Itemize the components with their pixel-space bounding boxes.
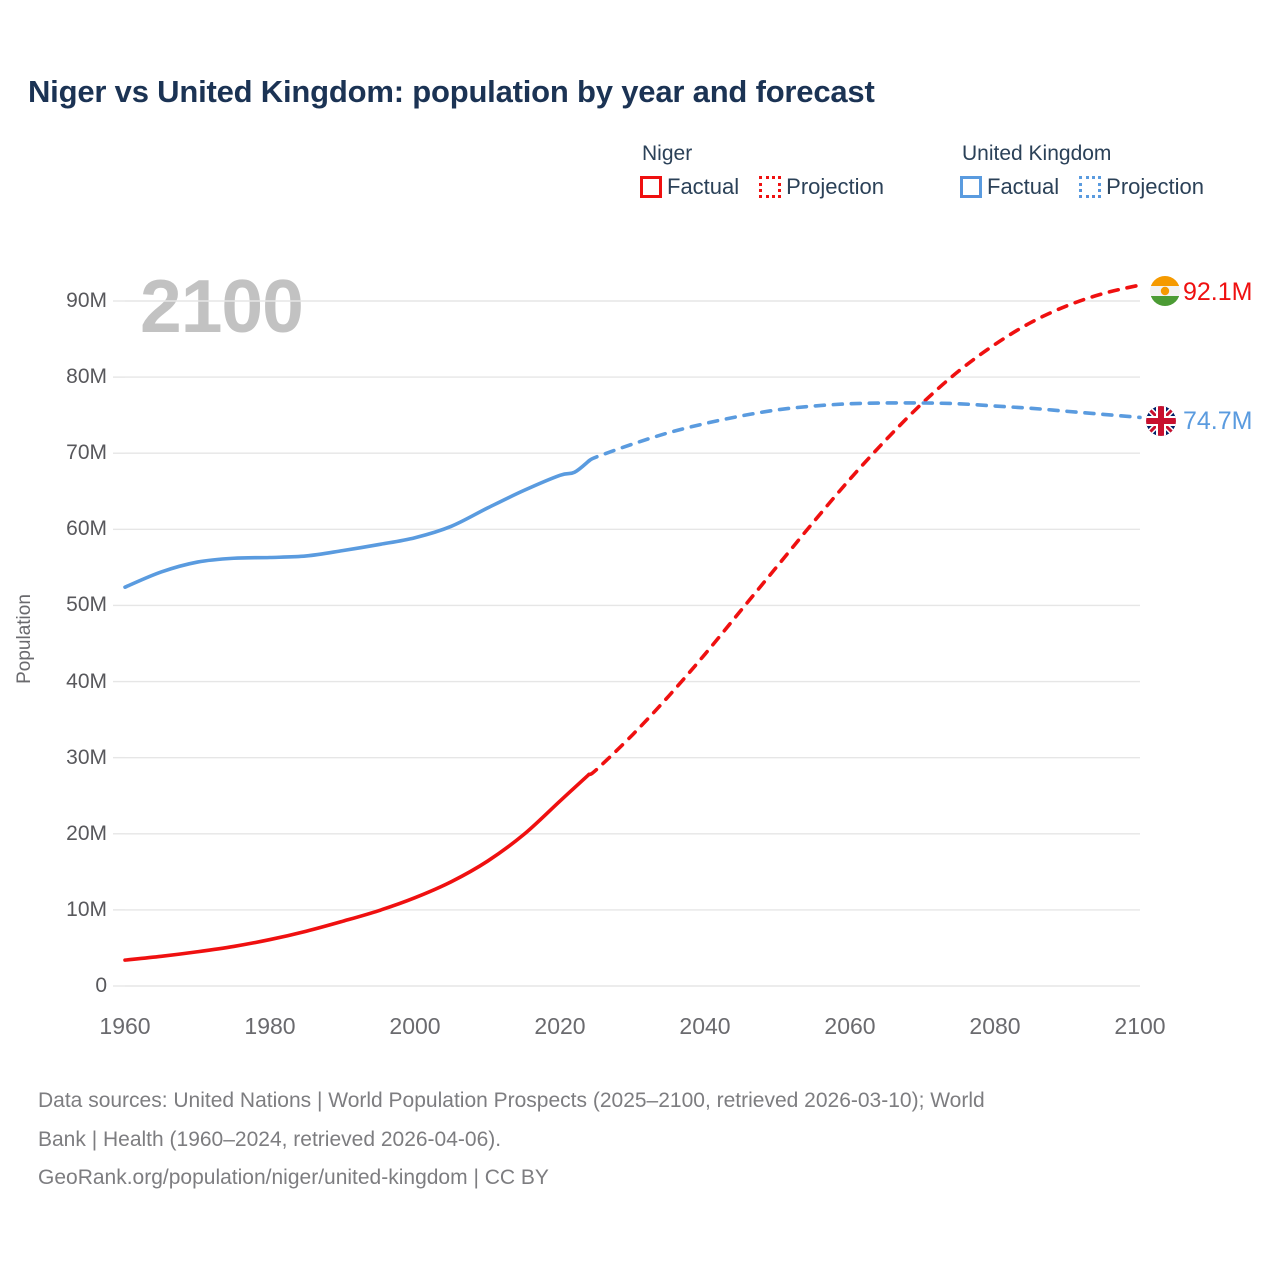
x-axis-tick-label: 1980 bbox=[244, 1013, 296, 1039]
y-axis-title: Population bbox=[14, 594, 35, 684]
y-axis-tick-label: 90M bbox=[66, 289, 107, 312]
legend-item-niger-projection[interactable]: Projection bbox=[759, 174, 884, 200]
legend-label-uk-factual: Factual bbox=[987, 174, 1060, 199]
legend-swatch-dotted-icon bbox=[759, 176, 782, 198]
series-lines bbox=[123, 283, 1142, 962]
year-watermark: 2100 bbox=[140, 264, 304, 348]
legend-label-uk-projection: Projection bbox=[1106, 174, 1204, 199]
x-axis-tick-label: 2020 bbox=[534, 1013, 586, 1039]
united-kingdom-end-value: 74.7M bbox=[1183, 407, 1253, 435]
legend-swatch-solid-icon bbox=[960, 176, 982, 198]
legend-swatch-dotted-icon bbox=[1079, 176, 1102, 198]
united-kingdom-flag-icon bbox=[1146, 406, 1176, 436]
series-line-united-kingdom-projection bbox=[587, 401, 1142, 463]
footer-line-2: Bank | Health (1960–2024, retrieved 2026… bbox=[38, 1127, 502, 1151]
y-axis-tick-label: 30M bbox=[66, 745, 107, 769]
legend-group-united-kingdom: United Kingdom Factual Projection bbox=[960, 142, 1204, 200]
x-axis-tick-label: 2040 bbox=[679, 1013, 731, 1039]
series-line-united-kingdom-factual bbox=[123, 459, 591, 589]
legend-item-uk-factual[interactable]: Factual bbox=[960, 174, 1059, 200]
y-axis-tick-label: 80M bbox=[66, 365, 107, 389]
series-line-niger-projection bbox=[587, 283, 1142, 777]
legend-heading-niger: Niger bbox=[642, 142, 693, 165]
legend-label-niger-factual: Factual bbox=[667, 174, 740, 199]
niger-end-value: 92.1M bbox=[1183, 278, 1253, 306]
y-axis-tick-label: 50M bbox=[66, 593, 107, 617]
x-axis-tick-label: 2000 bbox=[389, 1013, 441, 1039]
legend-heading-united-kingdom: United Kingdom bbox=[962, 142, 1112, 165]
y-axis-tick-label: 40M bbox=[66, 669, 107, 693]
y-axis-tick-label: 20M bbox=[66, 821, 107, 845]
niger-flag-icon bbox=[1150, 276, 1180, 306]
legend-item-niger-factual[interactable]: Factual bbox=[640, 174, 739, 200]
x-axis-tick-label: 2060 bbox=[824, 1013, 876, 1039]
series-line-niger-factual bbox=[123, 772, 591, 962]
legend-item-uk-projection[interactable]: Projection bbox=[1079, 174, 1204, 200]
footer-line-1: Data sources: United Nations | World Pop… bbox=[38, 1089, 985, 1112]
legend-group-niger: Niger Factual Projection bbox=[640, 142, 884, 200]
y-axis-tick-label: 60M bbox=[66, 517, 107, 541]
footer-line-3: GeoRank.org/population/niger/united-king… bbox=[38, 1166, 549, 1190]
y-axis-tick-label: 0 bbox=[95, 974, 107, 997]
page-title: Niger vs United Kingdom: population by y… bbox=[28, 74, 875, 109]
gridlines bbox=[125, 300, 1140, 987]
y-axis-tick-label: 10M bbox=[66, 897, 107, 921]
legend-swatch-solid-icon bbox=[640, 176, 662, 198]
footer-sources: Data sources: United Nations | World Pop… bbox=[38, 1085, 1238, 1195]
x-axis-tick-label: 1960 bbox=[99, 1013, 151, 1039]
axis-tick-marks bbox=[113, 300, 125, 987]
y-axis-tick-label: 70M bbox=[66, 441, 107, 465]
x-axis-tick-label: 2080 bbox=[969, 1013, 1021, 1039]
x-axis-tick-label: 2100 bbox=[1114, 1013, 1166, 1039]
legend-label-niger-projection: Projection bbox=[786, 174, 884, 199]
chart-legend: Niger Factual Projection United Kingdom … bbox=[640, 142, 1260, 222]
